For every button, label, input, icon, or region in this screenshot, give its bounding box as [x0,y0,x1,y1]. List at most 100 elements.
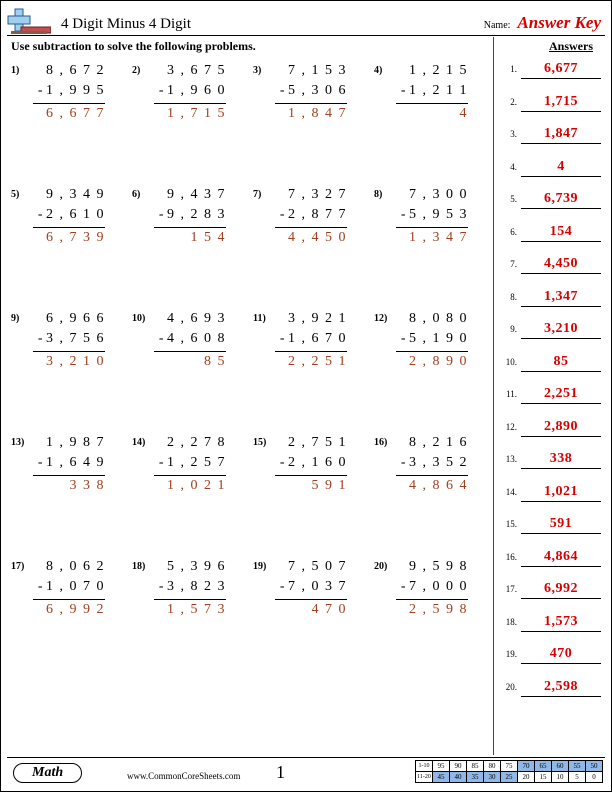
result: 1 , 0 2 1 [154,476,226,496]
problem: 6)9 , 4 3 79 , 2 8 31 5 4 [132,185,245,257]
answer-number: 17. [501,584,517,594]
result: 5 9 1 [275,476,347,496]
minuend: 4 , 6 9 3 [154,309,226,329]
problem-number: 13) [11,437,24,448]
score-cell: 15 [535,772,552,783]
page-number: 1 [276,762,285,783]
result: 2 , 5 9 8 [396,600,468,620]
minuend: 7 , 3 2 7 [275,185,347,205]
answer-value: 4,450 [521,256,601,274]
answer-row: 13.338 [501,451,601,469]
score-cell: 30 [484,772,501,783]
answer-value: 1,347 [521,289,601,307]
problem-stack: 3 , 6 7 51 , 9 6 01 , 7 1 5 [154,61,226,124]
score-cell: 20 [518,772,535,783]
subtrahend: 1 , 2 5 7 [154,453,226,473]
problem: 20)9 , 5 9 87 , 0 0 02 , 5 9 8 [374,557,487,629]
answer-number: 14. [501,487,517,497]
minuend: 6 , 9 6 6 [33,309,105,329]
score-row-label: 11-20 [416,772,433,783]
score-cell: 90 [450,761,467,772]
worksheet-title: 4 Digit Minus 4 Digit [61,16,191,33]
answer-value: 2,598 [521,679,601,697]
problem-number: 6) [132,189,140,200]
answer-row: 16.4,864 [501,549,601,567]
result: 4 7 0 [275,600,347,620]
problem: 1)8 , 6 7 21 , 9 9 56 , 6 7 7 [11,61,124,133]
score-cell: 0 [586,772,603,783]
answer-value: 6,677 [521,61,601,79]
subject-pill: Math [13,763,82,783]
problem-stack: 9 , 5 9 87 , 0 0 02 , 5 9 8 [396,557,468,620]
answer-number: 1. [501,64,517,74]
problem-stack: 1 , 2 1 51 , 2 1 14 [396,61,468,124]
answers-header: Answers [549,39,593,54]
answer-number: 8. [501,292,517,302]
problem-stack: 9 , 3 4 92 , 6 1 06 , 7 3 9 [33,185,105,248]
problem-number: 11) [253,313,266,324]
problem: 13) 1 , 9 8 71 , 6 4 93 3 8 [11,433,124,505]
problem: 4) 1 , 2 1 51 , 2 1 14 [374,61,487,133]
score-grid: 1-109590858075706560555011-2045403530252… [415,760,603,783]
problem-stack: 6 , 9 6 63 , 7 5 63 , 2 1 0 [33,309,105,372]
problems-grid: 1)8 , 6 7 21 , 9 9 56 , 6 7 72)3 , 6 7 5… [11,61,487,629]
subtrahend: 4 , 6 0 8 [154,329,226,349]
problem-stack: 7 , 1 5 35 , 3 0 61 , 8 4 7 [275,61,347,124]
answer-value: 1,021 [521,484,601,502]
subtrahend: 2 , 6 1 0 [33,205,105,225]
problem-number: 16) [374,437,387,448]
problem: 3)7 , 1 5 35 , 3 0 61 , 8 4 7 [253,61,366,133]
score-cell: 55 [569,761,586,772]
problem: 5)9 , 3 4 92 , 6 1 06 , 7 3 9 [11,185,124,257]
result: 3 3 8 [33,476,105,496]
answer-number: 4. [501,162,517,172]
problem-number: 7) [253,189,261,200]
result: 1 , 5 7 3 [154,600,226,620]
answer-number: 19. [501,649,517,659]
result: 1 , 7 1 5 [154,104,226,124]
problem: 18)5 , 3 9 63 , 8 2 31 , 5 7 3 [132,557,245,629]
result: 2 , 8 9 0 [396,352,468,372]
answer-row: 14. 1,021 [501,484,601,502]
answer-number: 3. [501,129,517,139]
answer-value: 591 [521,516,601,534]
subtrahend: 5 , 1 9 0 [396,329,468,349]
answer-row: 5.6,739 [501,191,601,209]
problem-stack: 1 , 9 8 71 , 6 4 93 3 8 [33,433,105,496]
problem-stack: 4 , 6 9 34 , 6 0 8 8 5 [154,309,226,372]
result: 8 5 [154,352,226,372]
logo-icon [7,7,51,35]
answer-row: 20. 2,598 [501,679,601,697]
answer-value: 1,715 [521,94,601,112]
answers-column: 1.6,6772.1,7153.1,8474.45.6,7396.1547.4,… [501,61,601,711]
score-cell: 5 [569,772,586,783]
answer-value: 2,890 [521,419,601,437]
answer-value: 154 [521,224,601,242]
score-cell: 50 [586,761,603,772]
result: 4 , 4 5 0 [275,228,347,248]
answer-row: 18.1,573 [501,614,601,632]
answer-number: 20. [501,682,517,692]
answer-row: 1. 6,677 [501,61,601,79]
subtrahend: 1 , 9 9 5 [33,81,105,101]
problem: 8)7 , 3 0 05 , 9 5 31 , 3 4 7 [374,185,487,257]
score-cell: 85 [467,761,484,772]
answer-value: 4,864 [521,549,601,567]
answer-row: 19.470 [501,646,601,664]
problem: 19)7 , 5 0 77 , 0 3 74 7 0 [253,557,366,629]
subtrahend: 3 , 8 2 3 [154,577,226,597]
answer-value: 4 [521,159,601,177]
name-area: Name: Answer Key [484,13,601,33]
result: 6 , 9 9 2 [33,600,105,620]
problem-number: 4) [374,65,382,76]
problem: 9)6 , 9 6 63 , 7 5 63 , 2 1 0 [11,309,124,381]
problem: 17)8 , 0 6 21 , 0 7 06 , 9 9 2 [11,557,124,629]
problem: 16)8 , 2 1 63 , 3 5 24 , 8 6 4 [374,433,487,505]
answer-number: 18. [501,617,517,627]
problem-number: 14) [132,437,145,448]
subtrahend: 7 , 0 3 7 [275,577,347,597]
answer-number: 5. [501,194,517,204]
result: 6 , 6 7 7 [33,104,105,124]
result: 1 , 3 4 7 [396,228,468,248]
problem-number: 15) [253,437,266,448]
